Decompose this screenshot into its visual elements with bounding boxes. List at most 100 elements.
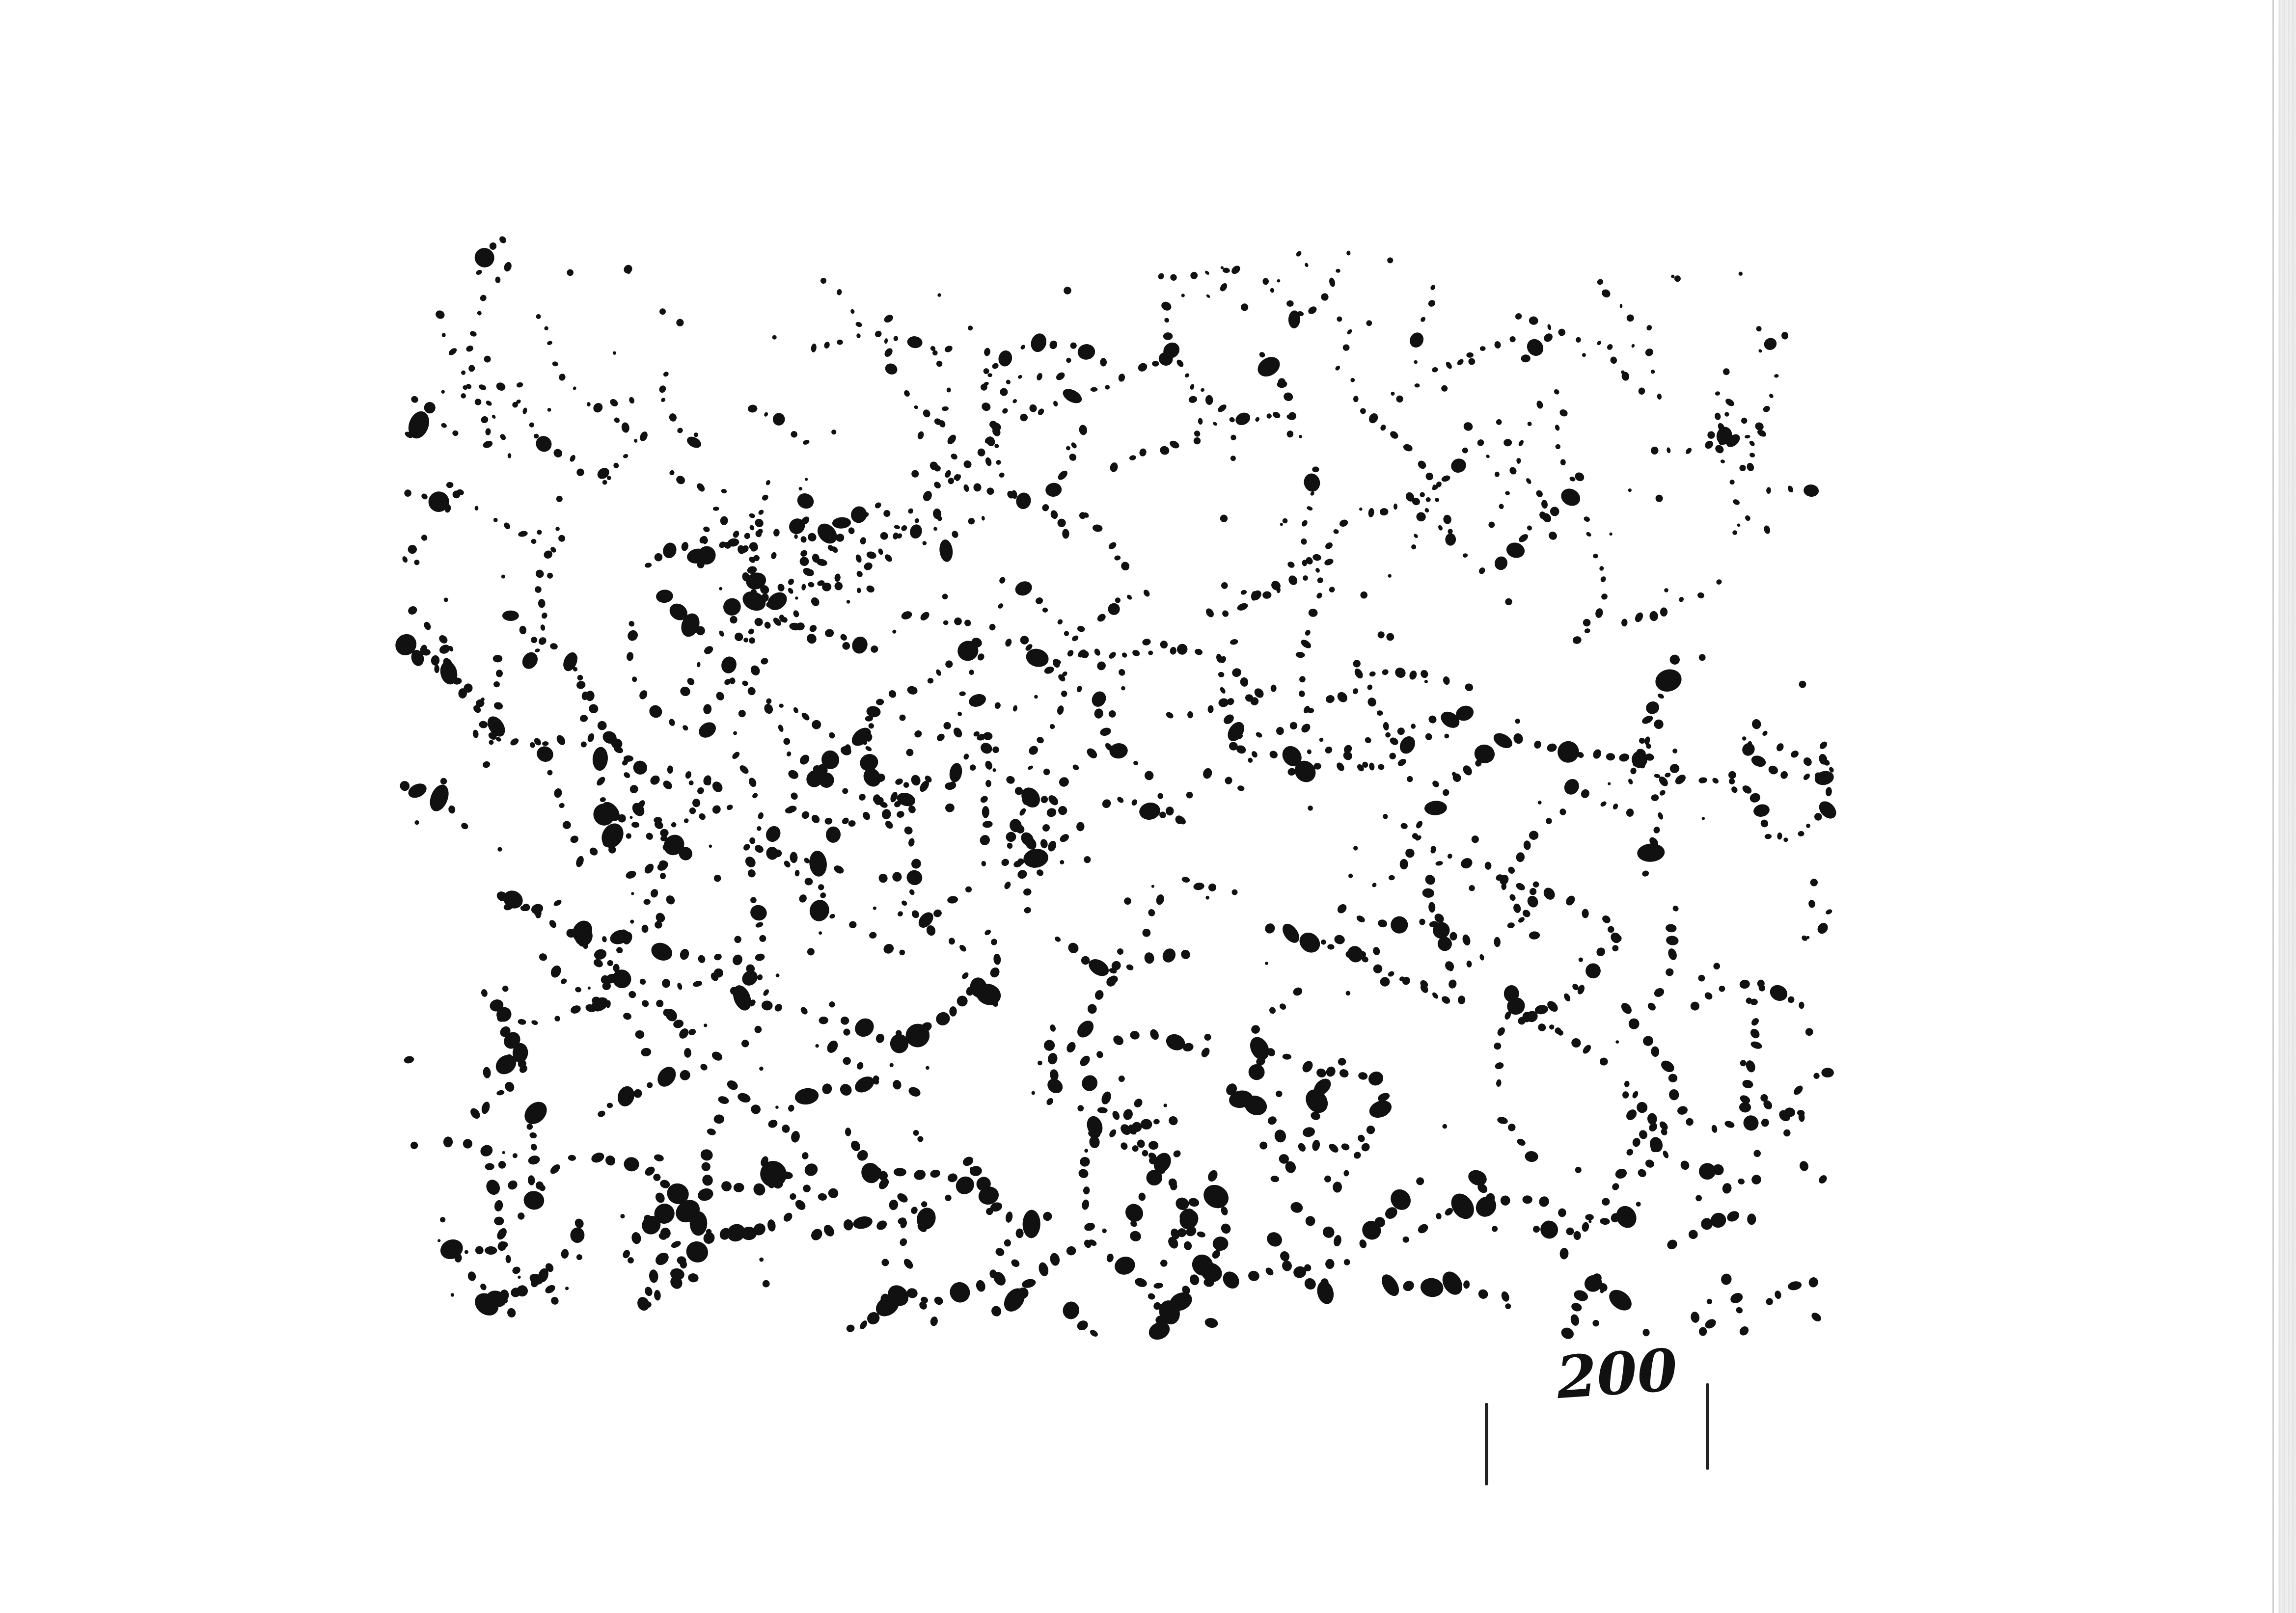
stipple-dot (1287, 562, 1295, 568)
stipple-dot (1564, 993, 1571, 1001)
stipple-dot (1108, 603, 1120, 615)
stipple-dot (571, 1005, 581, 1014)
stipple-dot (1337, 904, 1347, 914)
stipple-dot (1121, 562, 1130, 571)
stipple-dot (1784, 1107, 1796, 1117)
stipple-dot (594, 959, 603, 968)
stipple-dot (751, 589, 757, 594)
stipple-dot (1221, 582, 1228, 589)
stipple-dot (1148, 1293, 1155, 1300)
stipple-dot (789, 518, 805, 535)
stipple-dot (1079, 512, 1086, 519)
stipple-dot (1733, 499, 1740, 505)
stipple-dot (1286, 300, 1294, 307)
stipple-dot (881, 1259, 889, 1266)
stipple-dot (759, 1257, 764, 1262)
stipple-dot (841, 1016, 849, 1025)
stipple-dot (1040, 839, 1048, 849)
stipple-dot (856, 571, 863, 577)
stipple-dot (1251, 590, 1261, 600)
stipple-dot (1642, 1329, 1650, 1337)
stipple-dot (1442, 996, 1450, 1004)
stipple-dot (624, 758, 629, 763)
stipple-dot (1222, 610, 1229, 617)
stipple-dot (576, 1254, 582, 1261)
stipple-dot (1669, 654, 1680, 665)
stipple-dot (618, 814, 626, 823)
stipple-dot (1542, 513, 1551, 522)
stipple-dot (1088, 1129, 1100, 1138)
stipple-dot (834, 865, 844, 874)
stipple-dot (1727, 1211, 1740, 1222)
stipple-dot (1414, 360, 1418, 364)
stipple-dot (1221, 1207, 1228, 1215)
stipple-dot (1561, 488, 1581, 506)
stipple-dot (1115, 597, 1121, 603)
stipple-dot (554, 1016, 560, 1022)
stipple-dot (1819, 1175, 1827, 1183)
stipple-dot (740, 545, 749, 553)
stipple-dot (1194, 430, 1201, 437)
stipple-dot (644, 863, 654, 874)
stipple-dot (1153, 1302, 1161, 1310)
stipple-dot (809, 851, 827, 877)
stipple-dot (550, 1164, 560, 1174)
stipple-dot (1430, 846, 1436, 851)
stipple-dot (1218, 698, 1229, 707)
stipple-dot (742, 970, 758, 986)
stipple-dot (602, 480, 607, 485)
stipple-dot (1365, 737, 1371, 743)
stipple-dot (1044, 1040, 1055, 1051)
stipple-dot (1405, 492, 1415, 502)
stipple-dot (1148, 1141, 1159, 1150)
stipple-dot (889, 1063, 894, 1067)
stipple-dot (1777, 833, 1782, 840)
stipple-dot (1517, 1138, 1526, 1146)
stipple-dot (551, 1297, 559, 1305)
stipple-dot (1140, 1119, 1152, 1130)
stipple-dot (1626, 314, 1634, 322)
stipple-dot (1508, 866, 1515, 874)
stipple-dot (1593, 749, 1601, 759)
stipple-dot (554, 788, 562, 798)
stipple-dot (954, 727, 962, 738)
stipple-dot (1513, 1001, 1525, 1009)
stipple-dot (697, 546, 716, 565)
stipple-dot (1339, 519, 1348, 527)
stipple-dot (1753, 804, 1770, 817)
stipple-dot (1230, 456, 1236, 461)
stipple-dot (1270, 1176, 1280, 1183)
stipple-dot (1373, 964, 1383, 973)
stipple-dot (721, 489, 727, 494)
stipple-dot (1137, 1139, 1145, 1148)
stipple-dot (1011, 1259, 1020, 1267)
stipple-dot (494, 1216, 504, 1226)
stipple-dot (1084, 1149, 1089, 1153)
stipple-dot (1628, 779, 1633, 784)
stipple-dot (1509, 894, 1516, 901)
stipple-dot (1058, 674, 1066, 682)
stipple-dot (1672, 905, 1679, 912)
stipple-dot (1399, 859, 1408, 870)
stipple-dot (629, 621, 634, 627)
stipple-dot (497, 847, 502, 852)
stipple-dot (1558, 741, 1579, 763)
stipple-dot (1048, 795, 1058, 806)
stipple-dot (968, 325, 973, 331)
stipple-dot (1060, 860, 1065, 864)
stipple-dot (1414, 534, 1418, 538)
stipple-dot (1230, 639, 1238, 645)
stipple-dot (1348, 873, 1353, 878)
stipple-dot (1302, 1061, 1313, 1073)
stipple-dot (1742, 736, 1747, 741)
stipple-dot (1133, 760, 1138, 765)
stipple-dot (1067, 650, 1074, 657)
stipple-dot (855, 554, 862, 563)
stipple-dot (995, 1248, 1005, 1256)
stipple-dot (479, 1302, 486, 1310)
stipple-dot (1715, 445, 1724, 454)
stipple-dot (1090, 387, 1098, 392)
stipple-dot (1022, 1210, 1040, 1238)
stipple-dot (926, 1066, 929, 1070)
stipple-dot (656, 1252, 669, 1265)
